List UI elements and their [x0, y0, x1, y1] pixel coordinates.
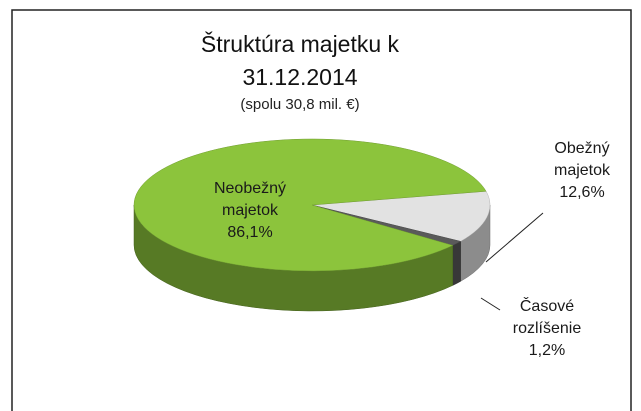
label-value: 86,1% [227, 224, 273, 241]
slice [311, 191, 491, 242]
tops [133, 138, 491, 272]
data-label: Neobežný majetok 86,1% [185, 178, 315, 244]
label-value: 1,2% [528, 342, 566, 359]
slice [133, 138, 487, 272]
slice-side [452, 240, 461, 286]
chart-subtitle: (spolu 30,8 mil. €) [240, 96, 360, 113]
label-name: Časové rozlíšenie [512, 298, 582, 337]
leader-line [480, 297, 501, 311]
frame [11, 9, 632, 411]
data-label: Obežný majetok 12,6% [532, 138, 632, 204]
chart-title: Štruktúra majetku k 31.12.2014 [200, 31, 400, 90]
label-name: Neobežný majetok [213, 180, 287, 219]
label-name: Obežný majetok [553, 140, 611, 179]
leader-line [485, 212, 544, 263]
label-value: 12,6% [559, 184, 605, 201]
data-label: Časové rozlíšenie 1,2% [492, 296, 602, 362]
